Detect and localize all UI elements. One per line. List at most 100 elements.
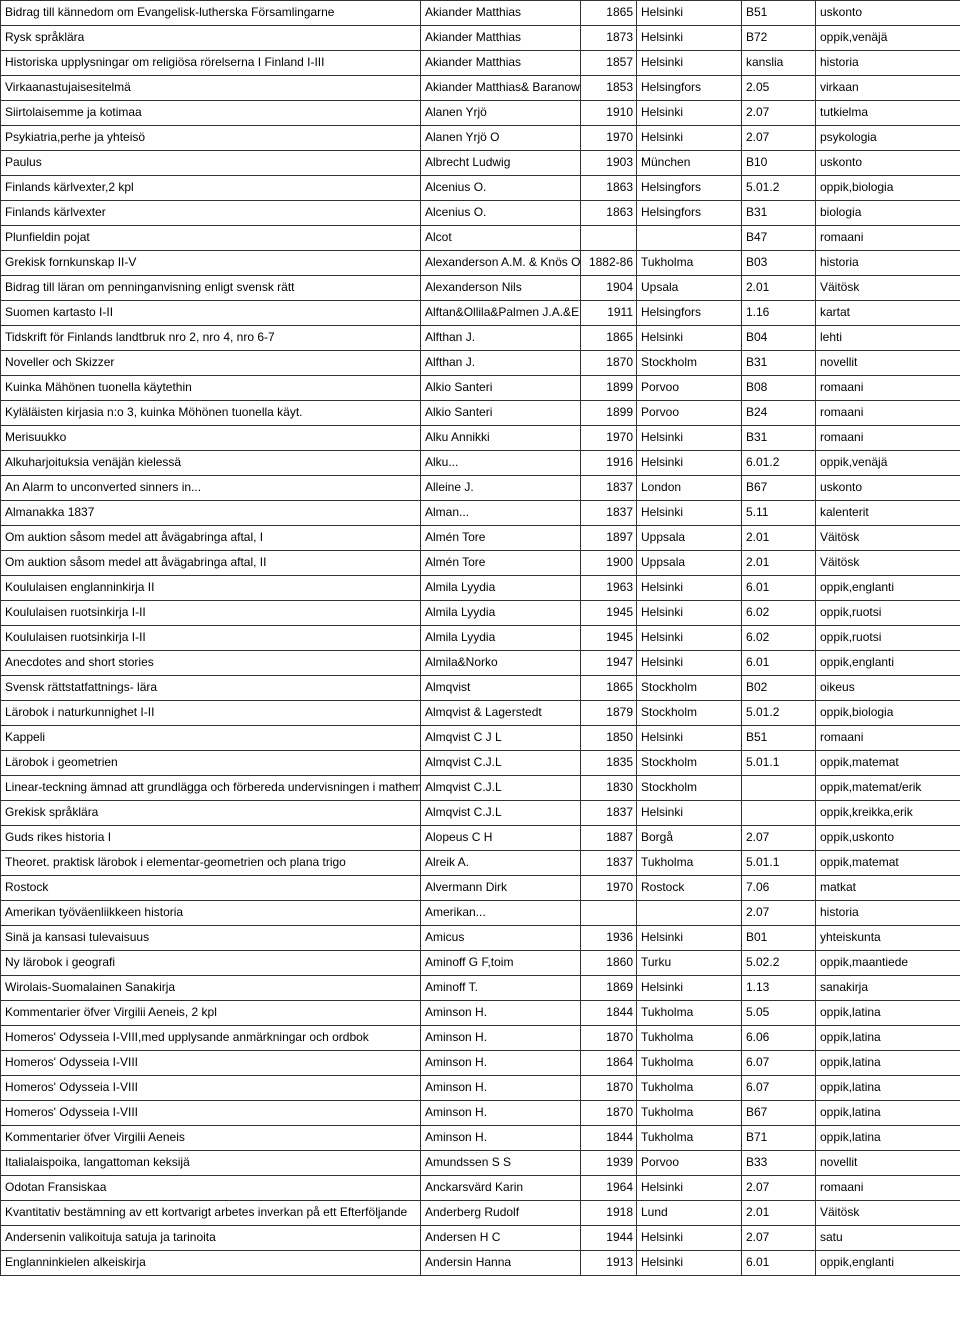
table-row: Almanakka 1837Alman...1837Helsinki5.11ka… — [1, 501, 960, 526]
cell-category: Väitösk — [816, 1201, 960, 1226]
cell-category: kartat — [816, 301, 960, 326]
cell-code: 2.07 — [742, 901, 816, 926]
cell-code: B24 — [742, 401, 816, 426]
cell-year: 1853 — [581, 76, 637, 101]
cell-title: Kommentarier öfver Virgilii Aeneis — [1, 1126, 421, 1151]
cell-author: Akiander Matthias — [421, 1, 581, 26]
cell-year: 1870 — [581, 1026, 637, 1051]
cell-year: 1870 — [581, 1076, 637, 1101]
cell-place: Uppsala — [637, 551, 742, 576]
cell-code — [742, 776, 816, 801]
cell-place: Upsala — [637, 276, 742, 301]
table-row: Homeros' Odysseia I-VIIIAminson H.1864Tu… — [1, 1051, 960, 1076]
cell-category: psykologia — [816, 126, 960, 151]
cell-category: oppik,englanti — [816, 576, 960, 601]
cell-category: romaani — [816, 726, 960, 751]
cell-year: 1963 — [581, 576, 637, 601]
cell-author: Alcot — [421, 226, 581, 251]
cell-author: Almqvist C J L — [421, 726, 581, 751]
cell-code: 6.01 — [742, 651, 816, 676]
cell-category: oppik,matemat — [816, 851, 960, 876]
cell-code: B31 — [742, 201, 816, 226]
table-row: Theoret. praktisk lärobok i elementar-ge… — [1, 851, 960, 876]
cell-title: Paulus — [1, 151, 421, 176]
cell-title: Homeros' Odysseia I-VIII — [1, 1101, 421, 1126]
cell-author: Almqvist & Lagerstedt — [421, 701, 581, 726]
cell-category: virkaan — [816, 76, 960, 101]
cell-year: 1844 — [581, 1001, 637, 1026]
cell-title: Almanakka 1837 — [1, 501, 421, 526]
cell-place: Helsinki — [637, 976, 742, 1001]
cell-code: 2.05 — [742, 76, 816, 101]
cell-title: Lärobok i naturkunnighet I-II — [1, 701, 421, 726]
table-row: Siirtolaisemme ja kotimaaAlanen Yrjö1910… — [1, 101, 960, 126]
cell-code: 5.01.1 — [742, 851, 816, 876]
cell-place: Tukholma — [637, 1001, 742, 1026]
cell-code: 5.11 — [742, 501, 816, 526]
cell-code: 2.01 — [742, 276, 816, 301]
cell-author: Akiander Matthias — [421, 51, 581, 76]
table-row: Ny lärobok i geografiAminoff G F,toim186… — [1, 951, 960, 976]
cell-category: oppik,venäjä — [816, 26, 960, 51]
cell-place — [637, 901, 742, 926]
cell-place: Helsinki — [637, 726, 742, 751]
cell-year: 1830 — [581, 776, 637, 801]
cell-place: Helsinki — [637, 601, 742, 626]
table-row: Koululaisen ruotsinkirja I-IIAlmila Lyyd… — [1, 601, 960, 626]
cell-code: 6.01.2 — [742, 451, 816, 476]
cell-year: 1916 — [581, 451, 637, 476]
cell-author: Alanen Yrjö — [421, 101, 581, 126]
table-row: Italialaispoika, langattoman keksijäAmun… — [1, 1151, 960, 1176]
cell-year: 1865 — [581, 1, 637, 26]
cell-year: 1869 — [581, 976, 637, 1001]
cell-code: 2.07 — [742, 1176, 816, 1201]
cell-title: Wirolais-Suomalainen Sanakirja — [1, 976, 421, 1001]
cell-title: Bidrag till läran om penninganvisning en… — [1, 276, 421, 301]
cell-year: 1837 — [581, 851, 637, 876]
cell-title: Ny lärobok i geografi — [1, 951, 421, 976]
table-row: Lärobok i geometrienAlmqvist C.J.L1835St… — [1, 751, 960, 776]
cell-code: 2.01 — [742, 1201, 816, 1226]
cell-place: Porvoo — [637, 401, 742, 426]
cell-code: 6.02 — [742, 601, 816, 626]
cell-place: London — [637, 476, 742, 501]
cell-title: Homeros' Odysseia I-VIII — [1, 1076, 421, 1101]
cell-place: Helsinki — [637, 926, 742, 951]
cell-place: Porvoo — [637, 1151, 742, 1176]
cell-place: Tukholma — [637, 1076, 742, 1101]
cell-category: oppik,latina — [816, 1051, 960, 1076]
cell-author: Alexanderson Nils — [421, 276, 581, 301]
cell-place: Helsingfors — [637, 176, 742, 201]
cell-author: Almila Lyydia — [421, 626, 581, 651]
cell-place: Turku — [637, 951, 742, 976]
cell-author: Aminson H. — [421, 1026, 581, 1051]
cell-author: Alku Annikki — [421, 426, 581, 451]
cell-title: Homeros' Odysseia I-VIII — [1, 1051, 421, 1076]
cell-category: uskonto — [816, 1, 960, 26]
cell-title: Kommentarier öfver Virgilii Aeneis, 2 kp… — [1, 1001, 421, 1026]
cell-title: Om auktion såsom medel att åvägabringa a… — [1, 526, 421, 551]
cell-category: kalenterit — [816, 501, 960, 526]
cell-place: Helsinki — [637, 576, 742, 601]
cell-author: Alkio Santeri — [421, 376, 581, 401]
cell-place: Helsinki — [637, 1226, 742, 1251]
cell-year: 1913 — [581, 1251, 637, 1276]
cell-author: Andersin Hanna — [421, 1251, 581, 1276]
cell-place: Helsinki — [637, 451, 742, 476]
cell-year: 1970 — [581, 876, 637, 901]
cell-author: Andersen H C — [421, 1226, 581, 1251]
cell-category: oppik,englanti — [816, 1251, 960, 1276]
cell-year: 1850 — [581, 726, 637, 751]
cell-year: 1903 — [581, 151, 637, 176]
cell-category: romaani — [816, 426, 960, 451]
cell-place: Helsinki — [637, 326, 742, 351]
cell-title: Siirtolaisemme ja kotimaa — [1, 101, 421, 126]
cell-category: novellit — [816, 351, 960, 376]
cell-title: Lärobok i geometrien — [1, 751, 421, 776]
cell-author: Akiander Matthias& Baranowsk — [421, 76, 581, 101]
cell-category: oppik,ruotsi — [816, 601, 960, 626]
cell-author: Amerikan... — [421, 901, 581, 926]
cell-category: oppik,ruotsi — [816, 626, 960, 651]
cell-category: oppik,biologia — [816, 176, 960, 201]
cell-category: oppik,matemat — [816, 751, 960, 776]
